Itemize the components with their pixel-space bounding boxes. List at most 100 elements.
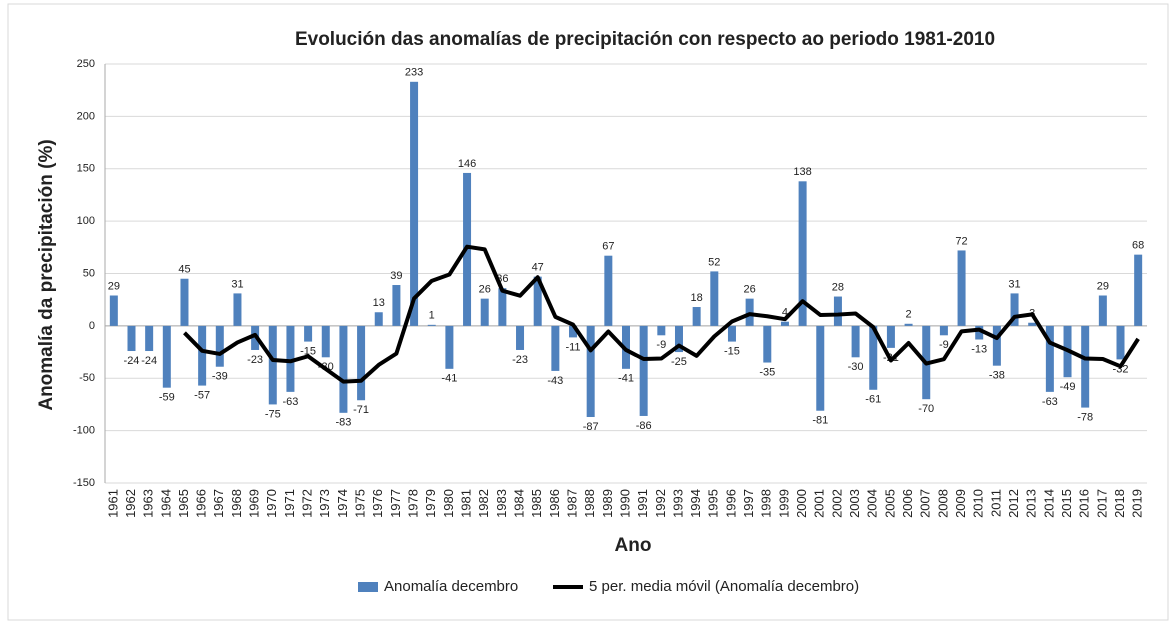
- value-label: 18: [691, 292, 703, 304]
- value-label: 233: [405, 67, 423, 79]
- bar: [1098, 295, 1107, 326]
- x-tick-label: 1976: [370, 489, 385, 518]
- x-tick-label: 1977: [388, 489, 403, 518]
- x-tick-label: 1967: [211, 489, 226, 518]
- x-tick-label: 1963: [141, 489, 156, 518]
- bar: [127, 325, 136, 352]
- bar: [1045, 325, 1054, 392]
- x-axis-label: Ano: [615, 535, 652, 556]
- value-label: -75: [265, 408, 281, 420]
- value-label: 29: [1097, 280, 1109, 292]
- x-tick-label: 2010: [971, 489, 986, 518]
- bar: [162, 325, 171, 388]
- value-label: -38: [989, 370, 1005, 382]
- x-tick-label: 1994: [688, 489, 703, 518]
- x-tick-label: 1966: [194, 489, 209, 518]
- value-label: -23: [247, 354, 263, 366]
- x-tick-label: 2007: [918, 489, 933, 518]
- chart-title: Evolución das anomalías de precipitación…: [295, 29, 995, 50]
- bar: [109, 295, 118, 326]
- bar: [392, 285, 401, 326]
- x-tick-label: 1995: [706, 489, 721, 518]
- y-tick-label: 100: [77, 215, 95, 227]
- bar: [904, 323, 913, 326]
- x-tick-label: 1964: [158, 489, 173, 518]
- bar: [321, 325, 330, 358]
- bar: [145, 325, 154, 352]
- value-label: 31: [1008, 278, 1020, 290]
- bar: [516, 325, 525, 350]
- value-label: -71: [353, 404, 369, 416]
- x-tick-label: 1984: [511, 489, 526, 518]
- bar: [268, 325, 277, 405]
- x-tick-label: 2005: [882, 489, 897, 518]
- x-tick-label: 1980: [441, 489, 456, 518]
- bar: [498, 288, 507, 326]
- legend-label: 5 per. media móvil (Anomalía decembro): [589, 578, 859, 595]
- x-tick-label: 1961: [105, 489, 120, 518]
- x-tick-label: 2018: [1112, 489, 1127, 518]
- x-tick-label: 2002: [829, 489, 844, 518]
- value-label: -9: [939, 339, 949, 351]
- x-tick-label: 2014: [1041, 489, 1056, 518]
- x-tick-label: 1971: [282, 489, 297, 518]
- x-tick-label: 2013: [1024, 489, 1039, 518]
- chart-border: [7, 3, 1169, 621]
- x-tick-label: 1973: [317, 489, 332, 518]
- value-label: -30: [848, 361, 864, 373]
- value-label: -15: [724, 345, 740, 357]
- x-tick-label: 1969: [247, 489, 262, 518]
- x-tick-label: 1985: [529, 489, 544, 518]
- x-tick-label: 1978: [406, 489, 421, 518]
- value-label: -78: [1077, 411, 1093, 423]
- value-label: -63: [282, 396, 298, 408]
- bar: [833, 296, 842, 326]
- x-tick-label: 1970: [264, 489, 279, 518]
- x-tick-label: 1981: [458, 489, 473, 518]
- bar: [339, 325, 348, 413]
- x-tick-label: 1991: [635, 489, 650, 518]
- x-tick-label: 1986: [547, 489, 562, 518]
- y-tick-label: 200: [77, 110, 95, 122]
- value-label: 72: [955, 235, 967, 247]
- value-label: 68: [1132, 240, 1144, 252]
- value-label: -35: [759, 366, 775, 378]
- y-axis-label: Anomalía da precipitación (%): [36, 139, 57, 410]
- x-tick-label: 1998: [759, 489, 774, 518]
- bar: [657, 325, 666, 336]
- value-label: -63: [1042, 396, 1058, 408]
- x-tick-label: 1987: [564, 489, 579, 518]
- value-label: -87: [583, 421, 599, 433]
- bar: [816, 325, 825, 411]
- bar: [586, 325, 595, 418]
- value-label: 138: [793, 166, 811, 178]
- value-label: -25: [671, 356, 687, 368]
- bar: [480, 298, 489, 326]
- y-tick-label: 250: [77, 58, 95, 70]
- bar: [780, 321, 789, 326]
- bar: [1116, 325, 1125, 360]
- value-label: -24: [141, 355, 157, 367]
- value-label: 45: [178, 264, 190, 276]
- y-tick-label: 50: [83, 267, 95, 279]
- value-label: 13: [373, 297, 385, 309]
- value-label: -39: [212, 371, 228, 383]
- value-label: -13: [971, 343, 987, 355]
- bar: [869, 325, 878, 390]
- value-label: 146: [458, 158, 476, 170]
- value-label: -57: [194, 389, 210, 401]
- y-tick-label: 0: [89, 320, 95, 332]
- bar: [427, 324, 436, 326]
- value-label: -9: [656, 339, 666, 351]
- bar: [233, 293, 242, 326]
- y-tick-label: 150: [77, 163, 95, 175]
- legend-label: Anomalía decembro: [384, 578, 518, 595]
- bar: [992, 325, 1001, 366]
- value-label: 26: [744, 284, 756, 296]
- bar: [180, 278, 189, 326]
- moving-average-line: [183, 244, 1140, 384]
- x-tick-label: 1962: [123, 489, 138, 518]
- x-tick-label: 2011: [988, 489, 1003, 517]
- bar: [886, 325, 895, 348]
